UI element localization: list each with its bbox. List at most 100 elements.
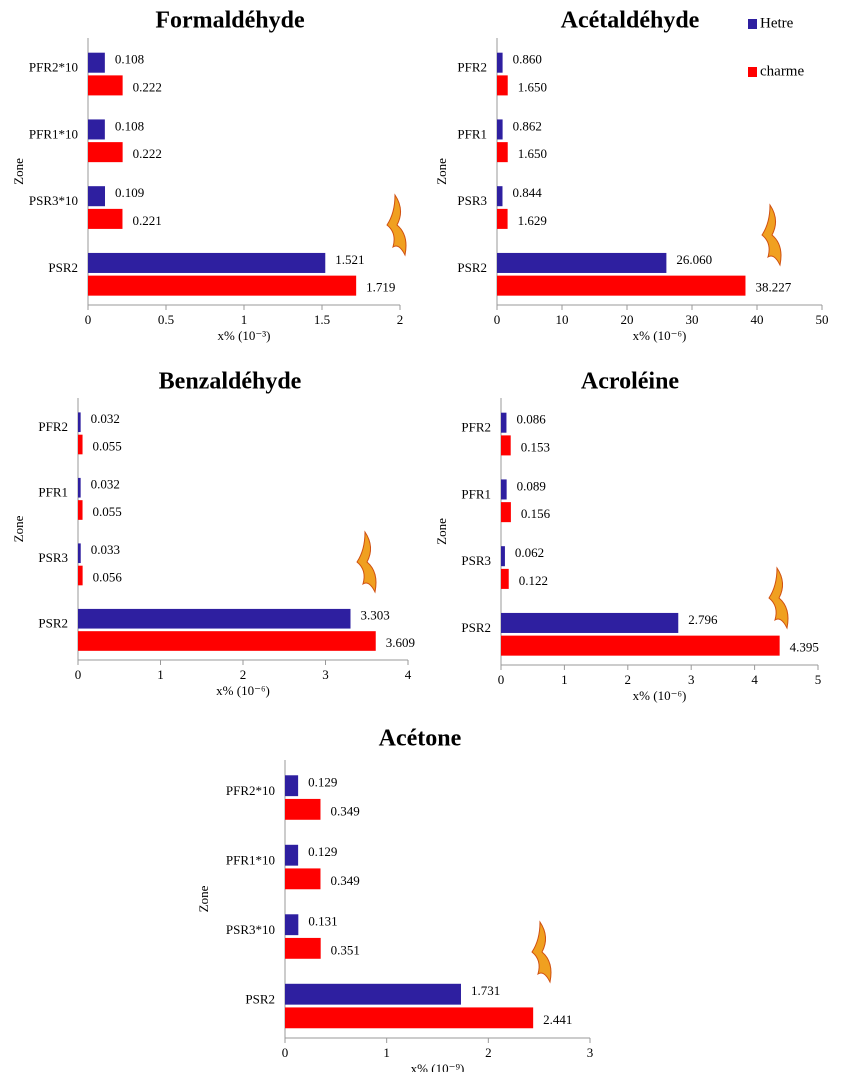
x-tick-label: 1 xyxy=(561,672,568,687)
x-tick-label: 1 xyxy=(241,312,248,327)
x-tick-label: 3 xyxy=(322,667,329,682)
value-label: 26.060 xyxy=(676,252,712,267)
value-label: 0.156 xyxy=(521,506,551,521)
bar xyxy=(501,412,507,433)
y-tick-label: PFR1 xyxy=(461,486,491,501)
y-axis-label: Zone xyxy=(196,885,211,912)
y-tick-label: PSR2 xyxy=(461,620,491,635)
y-axis-label: Zone xyxy=(434,518,449,545)
y-tick-label: PFR1 xyxy=(457,126,487,141)
bar xyxy=(285,983,461,1005)
x-tick-label: 40 xyxy=(751,312,764,327)
y-axis-label: Zone xyxy=(11,515,26,542)
value-label: 0.844 xyxy=(512,185,542,200)
bar xyxy=(78,631,376,651)
value-label: 0.862 xyxy=(513,118,542,133)
value-label: 0.032 xyxy=(91,411,120,426)
value-label: 0.349 xyxy=(330,873,359,888)
bar xyxy=(501,635,780,656)
y-tick-label: PSR2 xyxy=(245,991,275,1006)
x-tick-label: 30 xyxy=(686,312,699,327)
bar xyxy=(88,275,357,296)
value-label: 0.129 xyxy=(308,775,337,790)
value-label: 1.719 xyxy=(366,280,395,295)
bar xyxy=(285,798,321,820)
y-tick-label: PFR1*10 xyxy=(226,852,275,867)
bar xyxy=(497,142,508,163)
bar xyxy=(78,434,83,455)
y-tick-label: PSR3*10 xyxy=(29,193,78,208)
bar xyxy=(497,52,503,73)
bar xyxy=(497,208,508,229)
value-label: 2.796 xyxy=(688,612,718,627)
bar xyxy=(285,868,321,890)
value-label: 38.227 xyxy=(755,280,791,295)
x-tick-label: 1 xyxy=(383,1045,390,1060)
bar xyxy=(501,502,511,523)
legend-label: charme xyxy=(760,63,804,79)
x-tick-label: 2 xyxy=(625,672,632,687)
bar xyxy=(501,479,507,500)
value-label: 0.222 xyxy=(133,146,162,161)
value-label: 0.222 xyxy=(133,79,162,94)
chart-title: Acroléine xyxy=(581,369,680,395)
y-tick-label: PFR2*10 xyxy=(226,783,275,798)
y-tick-label: PFR1 xyxy=(38,485,68,500)
x-axis-label: x% (10⁻⁶) xyxy=(216,683,270,698)
bar xyxy=(78,608,351,629)
y-tick-label: PSR2 xyxy=(457,260,487,275)
value-label: 1.521 xyxy=(335,252,364,267)
value-label: 0.033 xyxy=(91,542,120,557)
x-tick-label: 5 xyxy=(815,672,822,687)
x-tick-label: 1.5 xyxy=(314,312,330,327)
x-axis-label: x% (10⁻⁶) xyxy=(633,688,687,703)
y-tick-label: PFR2*10 xyxy=(29,60,78,75)
value-label: 0.032 xyxy=(91,477,120,492)
bar xyxy=(497,186,503,207)
bar xyxy=(501,435,511,456)
value-label: 3.609 xyxy=(386,635,415,650)
x-axis-label: x% (10⁻³) xyxy=(218,328,271,343)
bar xyxy=(501,546,505,567)
bar xyxy=(501,568,509,589)
y-tick-label: PSR2 xyxy=(48,260,78,275)
value-label: 0.122 xyxy=(519,573,548,588)
x-tick-label: 0 xyxy=(494,312,501,327)
x-tick-label: 10 xyxy=(556,312,569,327)
x-tick-label: 2 xyxy=(240,667,247,682)
chart-title: Benzaldéhyde xyxy=(159,369,302,395)
x-tick-label: 4 xyxy=(751,672,758,687)
value-label: 4.395 xyxy=(790,640,819,655)
bar xyxy=(78,543,81,564)
x-tick-label: 3 xyxy=(587,1045,594,1060)
y-tick-label: PSR3*10 xyxy=(226,922,275,937)
bar xyxy=(88,208,123,229)
flame-icons xyxy=(356,193,789,984)
bar xyxy=(78,500,83,520)
bar xyxy=(501,612,679,633)
bar xyxy=(88,252,326,273)
bar xyxy=(88,119,105,140)
value-label: 0.089 xyxy=(517,478,546,493)
x-tick-label: 0.5 xyxy=(158,312,174,327)
bar xyxy=(78,477,81,498)
y-tick-label: PSR3 xyxy=(461,553,491,568)
y-tick-label: PFR1*10 xyxy=(29,126,78,141)
value-label: 0.349 xyxy=(330,803,359,818)
bar xyxy=(88,52,105,73)
value-label: 1.650 xyxy=(518,146,547,161)
x-tick-label: 2 xyxy=(485,1045,492,1060)
value-label: 0.055 xyxy=(93,504,122,519)
bar xyxy=(497,75,508,96)
y-tick-label: PFR2 xyxy=(457,60,487,75)
x-tick-label: 0 xyxy=(85,312,92,327)
value-label: 0.109 xyxy=(115,185,144,200)
bar xyxy=(78,412,81,433)
chart-title: Acétone xyxy=(379,726,462,752)
x-tick-label: 20 xyxy=(621,312,634,327)
y-tick-label: PFR2 xyxy=(461,420,491,435)
value-label: 0.221 xyxy=(132,213,161,228)
x-tick-label: 0 xyxy=(75,667,82,682)
value-label: 0.108 xyxy=(115,118,144,133)
